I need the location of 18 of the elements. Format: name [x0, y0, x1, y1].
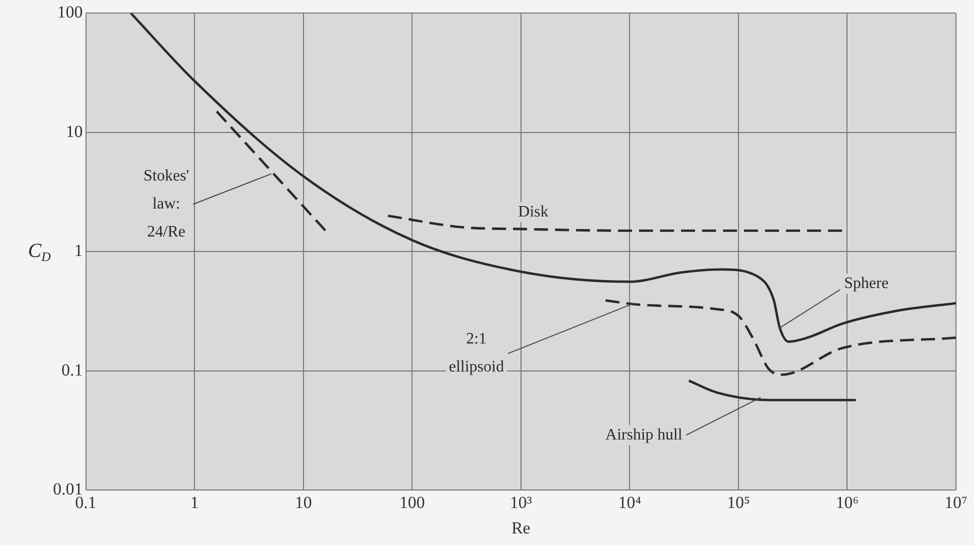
x-tick-label: 10⁴ — [618, 492, 642, 512]
x-tick-label: 10³ — [510, 492, 532, 512]
x-tick-label: 10⁶ — [836, 492, 859, 512]
text: 2:1 ellipsoid — [448, 330, 504, 376]
series-label: Disk — [518, 203, 548, 220]
x-tick-label: 10⁵ — [726, 492, 750, 512]
x-axis-title: Re — [511, 518, 530, 538]
x-tick-label: 10⁷ — [944, 492, 968, 512]
x-tick-label: 10 — [294, 492, 312, 512]
y-tick-label: 0.1 — [62, 360, 83, 380]
x-tick-label: 1 — [190, 492, 199, 512]
y-tick-label: 1 — [74, 241, 83, 260]
y-tick-label: 10 — [66, 122, 83, 141]
series-label: Sphere — [844, 274, 889, 292]
text: Airship hull — [605, 426, 683, 444]
text: Stokes' law: 24/Re — [144, 167, 190, 240]
x-tick-label: 100 — [399, 492, 425, 512]
y-tick-label: 100 — [57, 2, 83, 22]
